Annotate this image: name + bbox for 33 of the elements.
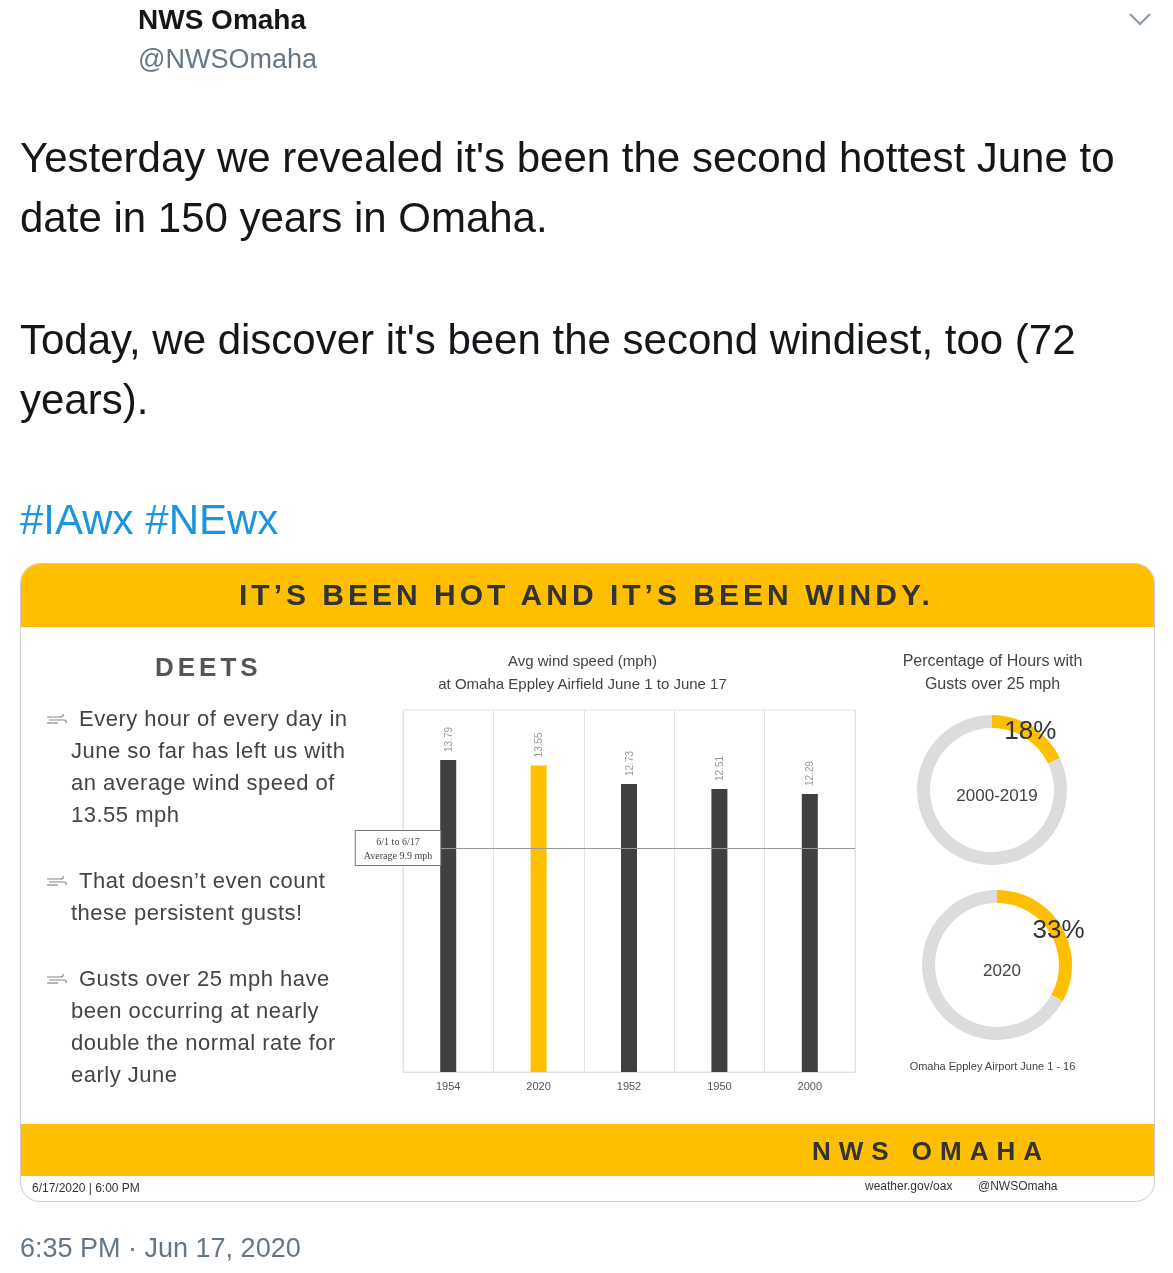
text: Gusts over 25 mph have been occurring at nearly double the normal rate for early June [71,965,337,1089]
ref-line-label: 6/1 to 6/17 Average 9.9 mph [363,835,433,861]
x-tick-label: 2020 [526,1079,551,1092]
data-label: 18% [1004,714,1057,745]
text: weather.gov/oax [865,1179,953,1193]
text: #IAwx #NEwx [20,495,280,545]
text: 6:35 PM · Jun 17, 2020 [20,1233,301,1264]
text: 2000-2019 [956,785,1038,805]
chart-subtitle: at Omaha Eppley Airfield June 1 to June 17 [438,675,727,692]
text: Today, we discover it's been the second windiest, too (72 years). [20,315,1077,425]
text: That doesn’t even count these persistent gusts! [71,867,327,927]
data-label: 12.73 [623,750,635,776]
text: @NWSOmaha [978,1179,1058,1193]
x-tick-label: 2000 [797,1079,823,1092]
text: Omaha Eppley Airport June 1 - 16 [909,1059,1076,1072]
text: @NWSOmaha [138,44,317,75]
chart-title: Avg wind speed (mph) [508,652,657,669]
data-label: 13.55 [533,731,545,758]
chart-title: Percentage of Hours with Gusts over 25 mph [902,652,1083,692]
x-tick-label: 1952 [616,1079,642,1092]
x-tick-label: 1954 [435,1079,461,1092]
text: NWS Omaha [138,4,307,36]
x-tick-label: 1950 [707,1079,732,1092]
text: 6/17/2020 | 6:00 PM [32,1181,140,1195]
text: Yesterday we revealed it's been the second hottest June to date in 150 years in Omaha. [20,133,1116,243]
text: Every hour of every day in June so far has left us with an average wind speed of 13.55 mph [71,705,349,829]
text: NWS OMAHA [810,1136,1050,1167]
text: DEETS [155,652,262,683]
data-label: 12.51 [713,755,725,781]
data-label: 12.29 [804,760,816,786]
text: 2020 [983,960,1021,980]
text: IT’S BEEN HOT AND IT’S BEEN WINDY. [238,578,935,612]
data-label: 13.79 [442,726,454,752]
